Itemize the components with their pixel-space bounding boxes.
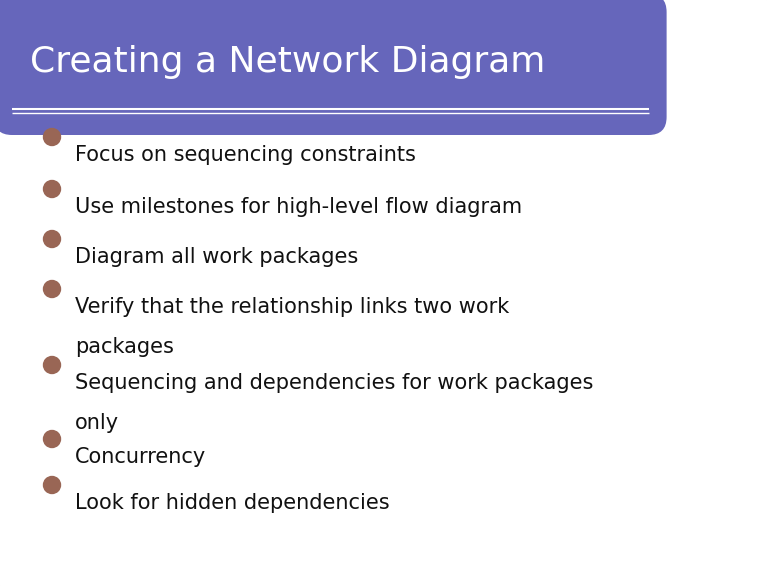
Text: Creating a Network Diagram: Creating a Network Diagram	[30, 45, 545, 79]
Text: Look for hidden dependencies: Look for hidden dependencies	[75, 493, 390, 513]
Circle shape	[44, 476, 61, 493]
Circle shape	[44, 281, 61, 298]
Circle shape	[44, 356, 61, 373]
Text: Use milestones for high-level flow diagram: Use milestones for high-level flow diagr…	[75, 197, 522, 217]
Circle shape	[44, 128, 61, 145]
Text: Concurrency: Concurrency	[75, 447, 206, 467]
Circle shape	[44, 180, 61, 197]
Text: Diagram all work packages: Diagram all work packages	[75, 247, 358, 267]
Text: only: only	[75, 413, 119, 433]
Bar	[12, 12, 362, 117]
Circle shape	[44, 431, 61, 448]
Text: Focus on sequencing constraints: Focus on sequencing constraints	[75, 145, 416, 165]
Text: Sequencing and dependencies for work packages: Sequencing and dependencies for work pac…	[75, 373, 594, 393]
Circle shape	[44, 230, 61, 247]
FancyBboxPatch shape	[0, 0, 667, 135]
Text: Verify that the relationship links two work: Verify that the relationship links two w…	[75, 297, 509, 317]
Text: packages: packages	[75, 337, 174, 357]
